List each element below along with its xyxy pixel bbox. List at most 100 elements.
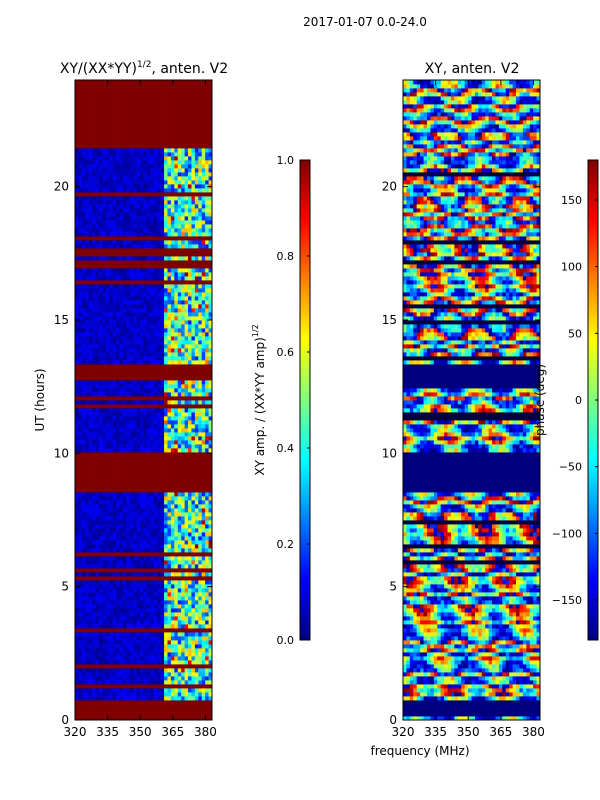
heatmap-cell <box>198 476 203 481</box>
heatmap-cell <box>98 496 103 501</box>
heatmap-cell <box>174 512 179 517</box>
heatmap-cell <box>191 492 196 497</box>
heatmap-cell <box>88 248 93 253</box>
heatmap-cell <box>119 704 124 709</box>
heatmap-cell <box>133 312 138 317</box>
heatmap-cell <box>126 664 131 669</box>
heatmap-cell <box>122 460 127 465</box>
heatmap-cell <box>164 684 168 689</box>
heatmap-cell <box>150 332 155 337</box>
heatmap-cell <box>102 712 107 717</box>
heatmap-cell <box>85 676 90 681</box>
heatmap-cell <box>201 264 206 269</box>
heatmap-cell <box>98 664 103 669</box>
heatmap-cell <box>184 696 189 701</box>
heatmap-cell <box>160 356 165 361</box>
heatmap-cell <box>167 320 172 325</box>
heatmap-cell <box>109 660 114 665</box>
heatmap-cell <box>198 292 203 297</box>
heatmap-cell <box>78 560 83 565</box>
heatmap-cell <box>198 716 203 721</box>
heatmap-cell <box>143 680 148 685</box>
heatmap-cell <box>198 632 203 637</box>
heatmap-cell <box>208 524 213 529</box>
heatmap-cell <box>174 704 179 709</box>
heatmap-cell <box>174 348 179 353</box>
heatmap-cell <box>157 564 162 569</box>
heatmap-cell <box>85 496 90 501</box>
heatmap-cell <box>188 700 192 705</box>
heatmap-cell <box>81 528 86 533</box>
heatmap-cell <box>167 540 172 545</box>
heatmap-cell <box>153 700 158 705</box>
heatmap-cell <box>177 428 182 433</box>
heatmap-cell <box>129 272 134 277</box>
heatmap-cell <box>102 252 107 257</box>
heatmap-cell <box>146 344 151 349</box>
heatmap-cell <box>191 364 196 369</box>
heatmap-cell <box>208 252 213 257</box>
heatmap-cell <box>105 464 110 469</box>
heatmap-cell <box>194 368 199 373</box>
heatmap-cell <box>177 696 182 701</box>
heatmap-cell <box>177 584 182 589</box>
heatmap-cell <box>194 664 199 669</box>
heatmap-cell <box>126 444 131 449</box>
heatmap-cell <box>136 428 141 433</box>
heatmap-cell <box>184 504 189 509</box>
heatmap-cell <box>150 352 155 357</box>
heatmap-cell <box>191 308 196 313</box>
heatmap-cell <box>143 332 148 337</box>
heatmap-cell <box>201 572 206 577</box>
heatmap-cell <box>122 420 127 425</box>
heatmap-cell <box>122 372 127 377</box>
heatmap-cell <box>133 676 138 681</box>
heatmap-cell <box>116 596 120 601</box>
heatmap-cell <box>109 624 114 629</box>
heatmap-cell <box>109 400 114 405</box>
heatmap-cell <box>146 636 151 641</box>
heatmap-cell <box>174 312 179 317</box>
heatmap-cell <box>85 528 90 533</box>
heatmap-cell <box>75 500 79 505</box>
heatmap-cell <box>174 276 179 281</box>
heatmap-cell <box>81 324 86 329</box>
heatmap-cell <box>184 460 189 465</box>
heatmap-cell <box>105 608 110 613</box>
heatmap-cell <box>208 624 213 629</box>
heatmap-cell <box>136 244 141 249</box>
heatmap-cell <box>109 480 114 485</box>
heatmap-cell <box>98 296 103 301</box>
heatmap-cell <box>78 428 83 433</box>
heatmap-cell <box>167 452 172 457</box>
heatmap-cell <box>126 716 131 721</box>
heatmap-cell <box>85 520 90 525</box>
heatmap-cell <box>167 580 172 585</box>
heatmap-cell <box>188 400 192 405</box>
heatmap-cell <box>208 540 213 545</box>
heatmap-cell <box>81 604 86 609</box>
heatmap-cell <box>102 448 107 453</box>
heatmap-cell <box>75 476 79 481</box>
heatmap-cell <box>164 276 168 281</box>
heatmap-cell <box>188 352 192 357</box>
heatmap-cell <box>126 252 131 257</box>
heatmap-cell <box>133 644 138 649</box>
heatmap-cell <box>174 688 179 693</box>
heatmap-cell <box>198 468 203 473</box>
heatmap-cell <box>85 444 90 449</box>
heatmap-cell <box>88 400 93 405</box>
heatmap-cell <box>98 348 103 353</box>
heatmap-cell <box>177 312 182 317</box>
heatmap-cell <box>184 232 189 237</box>
heatmap-cell <box>78 344 83 349</box>
heatmap-cell <box>119 632 124 637</box>
heatmap-cell <box>85 488 90 493</box>
heatmap-cell <box>133 432 138 437</box>
heatmap-cell <box>194 256 199 261</box>
heatmap-cell <box>109 532 114 537</box>
heatmap-cell <box>146 332 151 337</box>
heatmap-cell <box>126 308 131 313</box>
heatmap-cell <box>208 308 213 313</box>
heatmap-cell <box>201 376 206 381</box>
